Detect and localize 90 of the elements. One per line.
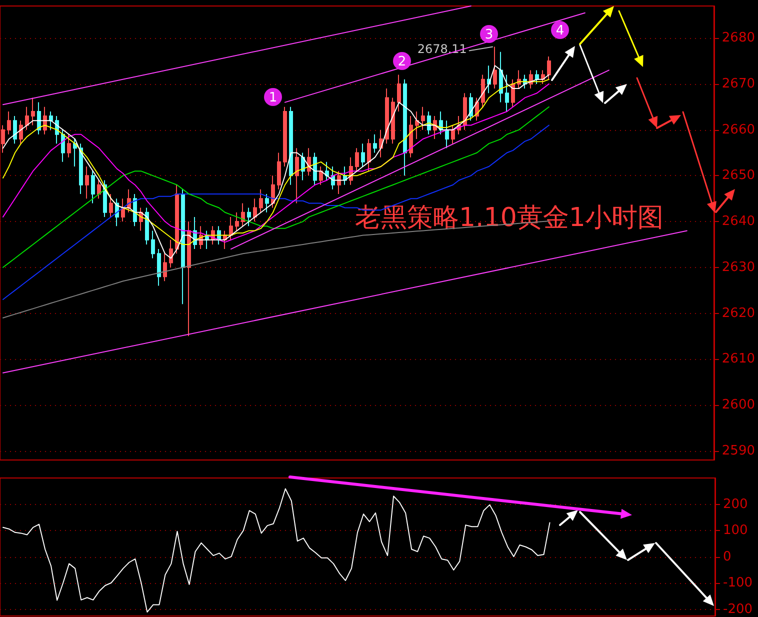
y-tick-label: 100 xyxy=(723,523,748,538)
annotation: 1 xyxy=(268,90,278,106)
candlestick xyxy=(151,230,155,259)
candlestick xyxy=(295,148,299,204)
candlestick xyxy=(109,194,113,218)
numbered-badge: 1 xyxy=(264,88,282,106)
candlestick xyxy=(505,74,509,112)
y-tick-label: 2600 xyxy=(722,397,756,412)
candlestick xyxy=(277,152,281,190)
y-tick-label: -200 xyxy=(723,602,753,617)
candlestick xyxy=(511,78,515,108)
candlestick xyxy=(289,106,293,186)
numbered-badge: 2 xyxy=(393,52,411,70)
candlestick xyxy=(145,207,149,245)
annotation: 4 xyxy=(556,24,564,38)
candlestick xyxy=(97,180,101,200)
candlestick xyxy=(37,102,41,135)
y-tick-label: 2590 xyxy=(722,443,756,458)
candlestick xyxy=(319,166,323,186)
y-tick-label: 2670 xyxy=(722,76,756,92)
candlestick xyxy=(547,56,551,80)
candlestick xyxy=(229,216,233,240)
annotation: 3 xyxy=(484,28,494,42)
candlestick xyxy=(253,198,257,222)
candlestick xyxy=(13,116,17,144)
y-tick-label: -100 xyxy=(723,576,753,591)
candlestick xyxy=(391,97,395,144)
candlestick xyxy=(169,239,173,268)
y-tick-label: 2650 xyxy=(722,168,756,184)
candlestick xyxy=(265,194,269,213)
numbered-badge: 3 xyxy=(480,25,498,43)
candlestick xyxy=(247,207,251,227)
y-tick-label: 2640 xyxy=(722,214,756,230)
candlestick xyxy=(535,70,539,84)
y-tick-label: 0 xyxy=(723,549,732,564)
candlestick xyxy=(181,188,185,305)
y-tick-label: 200 xyxy=(723,496,748,512)
candlestick xyxy=(121,198,125,222)
candlestick xyxy=(163,253,167,282)
line-series xyxy=(2,488,550,613)
candlestick xyxy=(49,110,53,130)
candlestick xyxy=(259,188,263,213)
candlestick xyxy=(493,46,497,90)
candlestick xyxy=(451,124,455,144)
y-tick-label: 2620 xyxy=(722,306,756,321)
candlestick xyxy=(61,129,65,162)
candlestick xyxy=(373,134,377,154)
candlestick xyxy=(481,74,485,108)
candlestick xyxy=(79,143,83,195)
annotation: 老黑策略1.10黄金1小时图 xyxy=(355,203,664,233)
candlestick xyxy=(361,143,365,168)
candlestick xyxy=(91,170,95,204)
candlestick xyxy=(19,120,23,144)
y-tick-label: 2660 xyxy=(722,122,756,138)
candlestick xyxy=(325,161,329,181)
candlestick xyxy=(1,124,5,154)
candlestick xyxy=(499,51,503,103)
candlestick xyxy=(469,92,473,122)
candlestick xyxy=(67,134,71,158)
candlestick xyxy=(283,106,287,168)
candlestick xyxy=(415,110,419,140)
candlestick xyxy=(367,138,371,172)
candlestick xyxy=(409,116,413,158)
candlestick xyxy=(445,120,449,149)
candlestick xyxy=(157,248,161,286)
candlestick xyxy=(313,152,317,186)
candlestick xyxy=(403,78,407,176)
annotation: 2 xyxy=(398,54,406,70)
candlestick xyxy=(271,175,275,208)
candlestick xyxy=(337,170,341,195)
candlestick xyxy=(187,221,191,337)
candlestick xyxy=(235,212,239,232)
candlestick xyxy=(175,184,179,254)
y-tick-label: 2610 xyxy=(722,352,756,367)
candlestick xyxy=(241,202,245,227)
candlestick xyxy=(25,106,29,130)
candlestick xyxy=(463,92,467,130)
candlestick xyxy=(73,138,77,168)
candlestick xyxy=(355,148,359,172)
y-tick-label: 2630 xyxy=(722,260,756,275)
candlestick xyxy=(7,110,11,135)
candlestick xyxy=(433,116,437,140)
annotation: 2678.11 xyxy=(417,42,467,56)
candlestick xyxy=(421,106,425,130)
candlestick xyxy=(85,166,89,200)
y-tick-label: 2680 xyxy=(722,30,756,46)
candlestick xyxy=(31,97,35,126)
candlestick xyxy=(397,74,401,112)
numbered-badge: 4 xyxy=(551,21,569,39)
candlestick xyxy=(385,88,389,144)
